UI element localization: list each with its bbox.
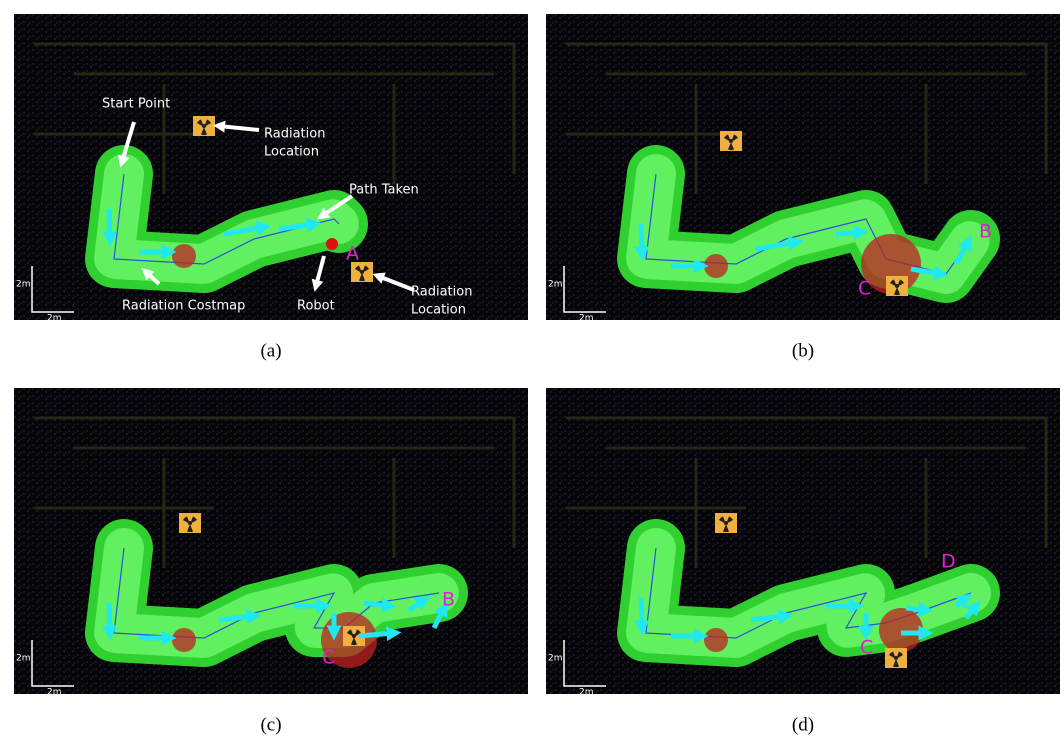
annotation: Path Taken xyxy=(349,183,419,198)
radiation-costmap xyxy=(704,254,728,278)
radiation-icon xyxy=(885,648,907,668)
annotation: Start Point xyxy=(102,97,170,112)
radiation-icon xyxy=(193,116,215,136)
radiation-icon xyxy=(886,276,908,296)
radiation-icon xyxy=(351,262,373,282)
point-label: B xyxy=(442,589,455,611)
caption: (d) xyxy=(792,714,814,735)
annotation: Location xyxy=(264,145,319,160)
scale-label: 2m xyxy=(47,688,62,698)
caption: (b) xyxy=(792,340,814,361)
annotation: Robot xyxy=(297,299,335,314)
scale-label: 2m xyxy=(579,314,594,324)
point-label: C xyxy=(322,647,335,669)
scale-label: 2m xyxy=(548,654,563,664)
radiation-icon xyxy=(715,513,737,533)
point-label: C xyxy=(858,278,871,300)
direction-arrow xyxy=(109,209,110,239)
direction-arrow xyxy=(359,633,394,636)
scale-label: 2m xyxy=(47,314,62,324)
caption: (c) xyxy=(260,714,281,735)
point-label: A xyxy=(346,243,359,265)
direction-arrow xyxy=(364,603,389,606)
caption: (a) xyxy=(260,340,281,361)
radiation-costmap xyxy=(879,608,923,652)
direction-arrow xyxy=(836,232,861,234)
scale-label: 2m xyxy=(548,280,563,290)
annotation: Radiation xyxy=(411,285,472,300)
panel: B C 2m 2m xyxy=(14,388,528,698)
point-label: C xyxy=(860,637,873,659)
scale-label: 2m xyxy=(16,280,31,290)
point-label: D xyxy=(941,551,956,573)
robot xyxy=(326,238,338,250)
direction-arrow xyxy=(641,224,642,254)
radiation-icon xyxy=(179,513,201,533)
annotation: Radiation Costmap xyxy=(122,299,245,314)
radiation-costmap xyxy=(172,244,196,268)
point-label: B xyxy=(979,221,992,243)
annotation: Radiation xyxy=(264,127,325,142)
direction-arrow xyxy=(906,608,926,610)
radiation-icon xyxy=(720,131,742,151)
direction-arrow xyxy=(109,603,110,633)
scale-label: 2m xyxy=(579,688,594,698)
panel: Start Point Radiation Location Path Taken A R… xyxy=(14,14,528,324)
radiation-costmap xyxy=(172,628,196,652)
figure: Start Point Radiation Location Path Taken A R… xyxy=(0,0,1064,749)
panel: D C 2m 2m xyxy=(546,388,1060,698)
direction-arrow xyxy=(641,598,642,628)
annotation: Location xyxy=(411,303,466,318)
scale-label: 2m xyxy=(16,654,31,664)
panel: B C 2m 2m xyxy=(546,14,1060,324)
radiation-costmap xyxy=(704,628,728,652)
